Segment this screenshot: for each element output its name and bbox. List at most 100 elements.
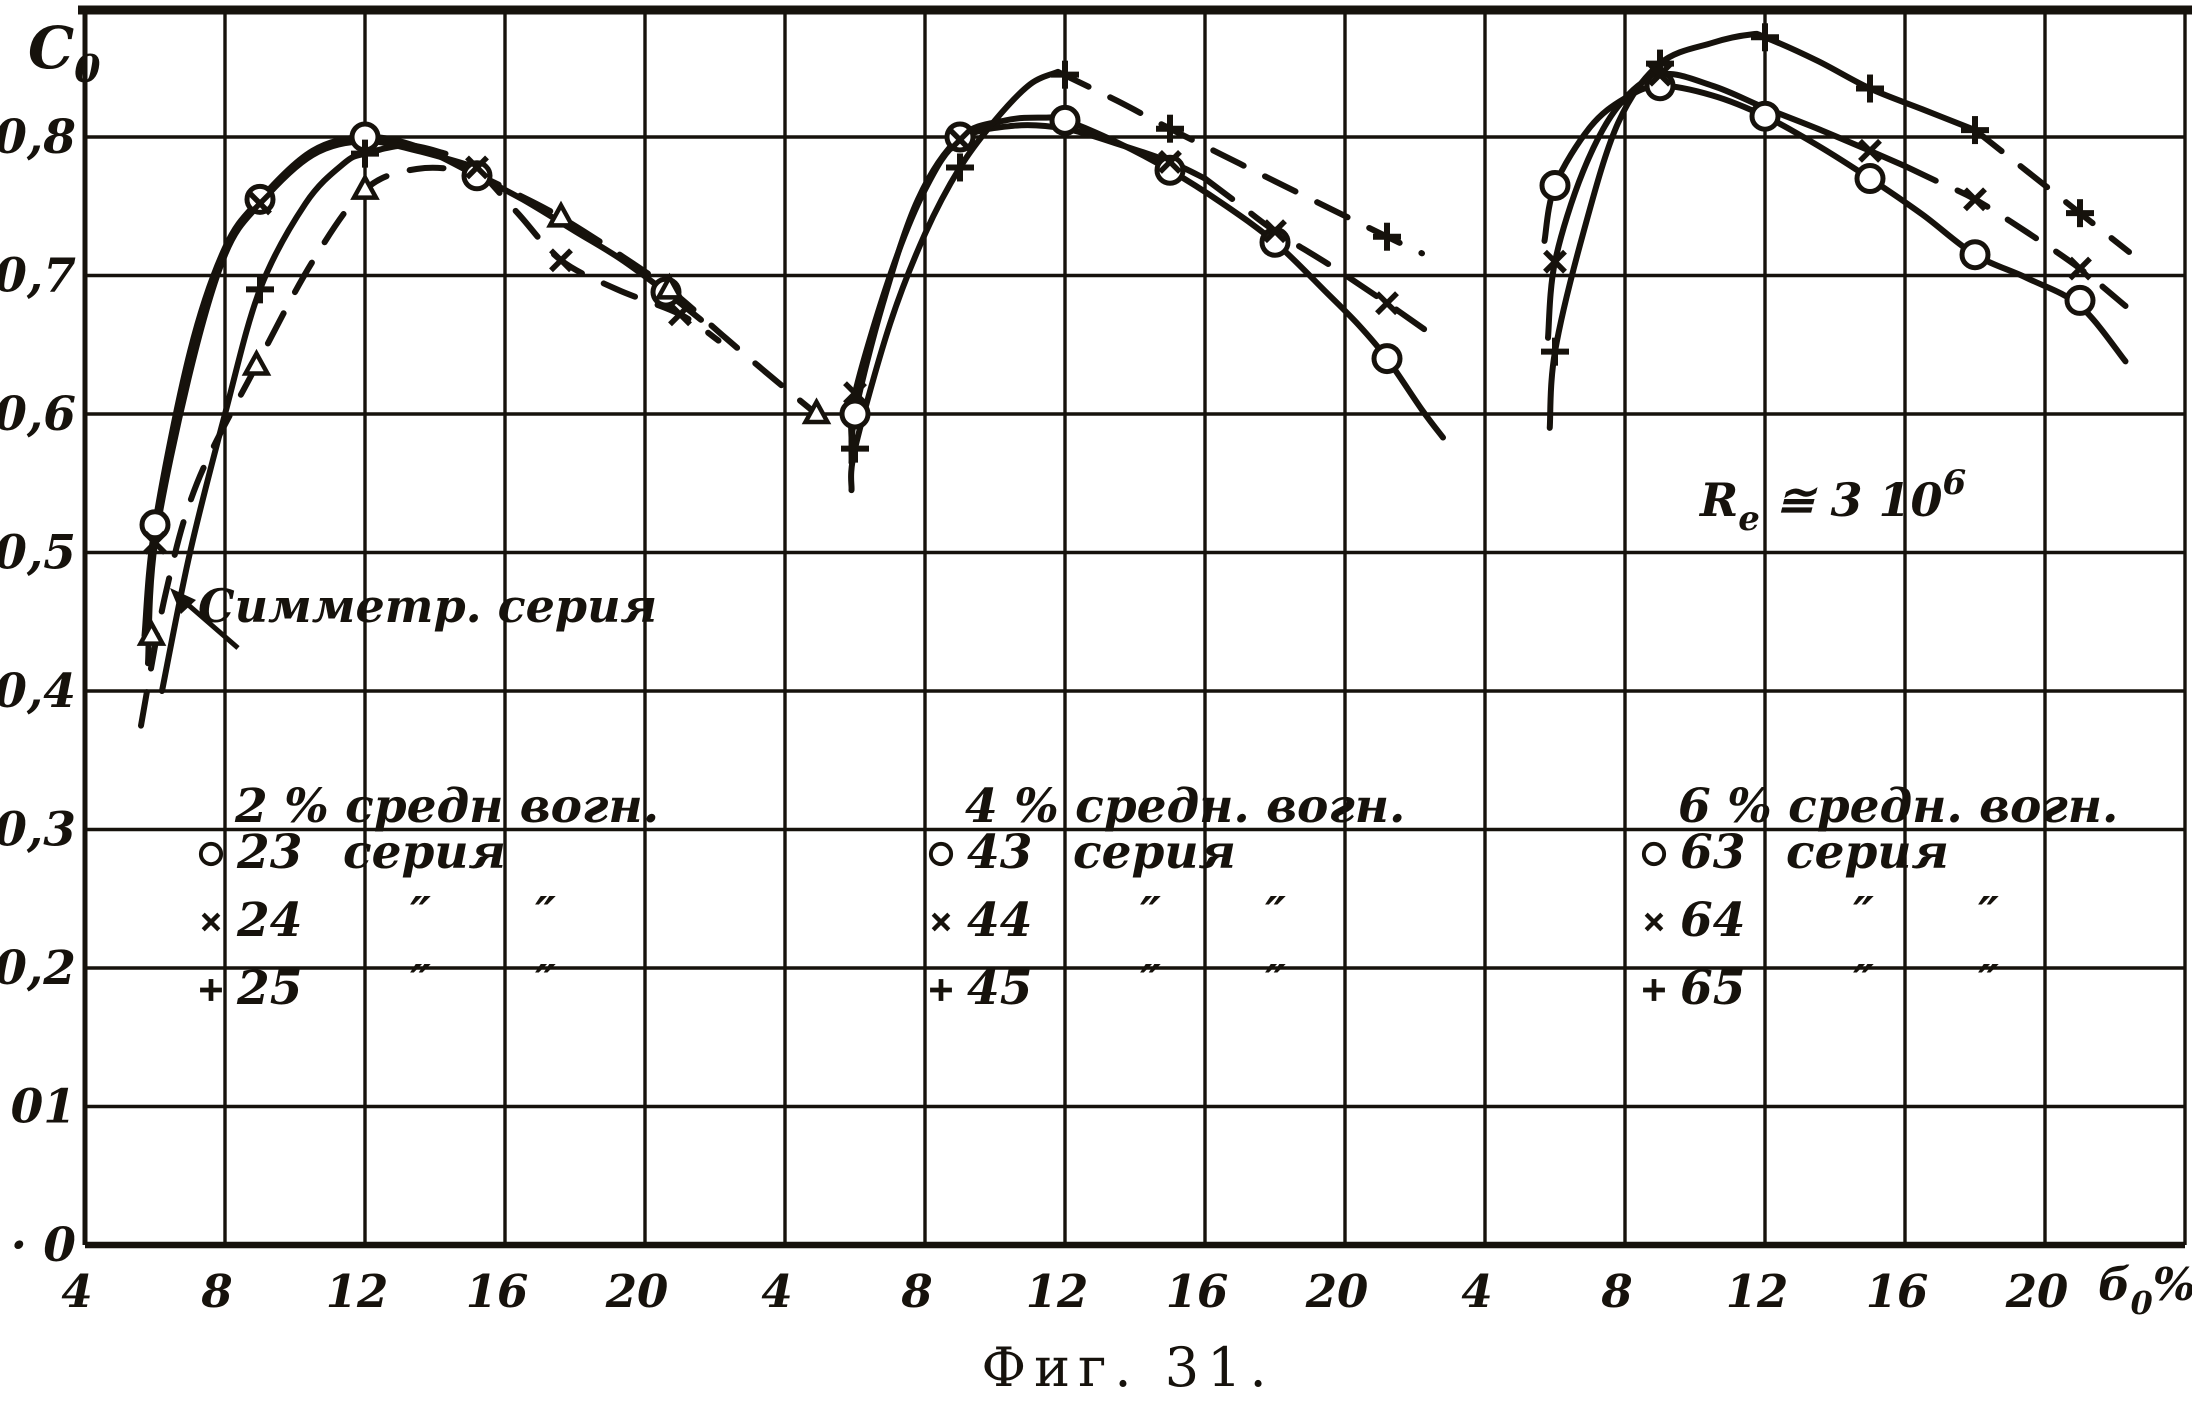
legend-series-number: 44 <box>967 893 1032 948</box>
circle-marker <box>839 398 871 430</box>
legend-series-suffix: серия <box>1786 825 1949 880</box>
x-tick-label: 4 <box>761 1265 792 1318</box>
triangle-marker <box>801 397 832 425</box>
legend-ditto-mark: ″ <box>1140 887 1161 942</box>
x-marker <box>1963 187 1987 212</box>
legend-series-number: 43 <box>967 825 1032 880</box>
circle-marker <box>461 160 493 192</box>
x-marker <box>1858 138 1882 163</box>
legend-series-suffix: серия <box>343 825 506 880</box>
curve-series-64 <box>1902 163 2129 309</box>
figure-caption: Фиг. 31. <box>981 1336 1274 1399</box>
x-tick-label: 4 <box>1461 1265 1492 1318</box>
y-tick-label: 01 <box>11 1080 76 1135</box>
curve-series-45 <box>848 68 1061 494</box>
legend-series-number: 23 <box>236 825 302 880</box>
legend-panel-3: 6 % средн. вогн.63 серия 64 ″ ″ 65 ″ ″ <box>1641 779 2118 1016</box>
curve-series-45 <box>1055 68 1425 257</box>
y-tick-label: 0,6 <box>0 387 76 442</box>
legend-series-number: 64 <box>1680 893 1745 948</box>
legend-ditto-mark: ″ <box>410 955 431 1010</box>
legend-header: 6 % средн. вогн. <box>1678 779 2118 834</box>
legend-ditto-mark: ″ <box>535 955 556 1010</box>
legend-ditto-mark: ″ <box>1140 955 1161 1010</box>
grid-layer <box>78 5 2192 1249</box>
x-marker <box>465 155 489 180</box>
circle-marker <box>139 509 171 541</box>
x-tick-label: 20 <box>2005 1265 2069 1318</box>
x-tick-label: 20 <box>1305 1265 1369 1318</box>
x-marker <box>843 381 867 406</box>
triangle-marker <box>654 272 685 300</box>
x-marker <box>1644 912 1664 932</box>
x-axis-unit-label: б0% <box>2098 1258 2192 1322</box>
y-tick-label: 0,3 <box>0 803 76 858</box>
symmetric-series-label: Симметр. серия <box>198 579 657 633</box>
x-tick-label: 8 <box>1600 1265 1632 1318</box>
x-marker <box>931 912 951 932</box>
legend-series-number: 45 <box>967 961 1032 1016</box>
x-marker <box>1158 149 1182 174</box>
legend-panel-2: 4 % средн. вогн.43 серия 44 ″ ″ 45 ″ ″ <box>928 779 1405 1016</box>
legend-series-number: 65 <box>1680 961 1745 1016</box>
curves-layer <box>138 30 2132 729</box>
x-tick-label: 20 <box>605 1265 669 1318</box>
x-marker <box>1263 219 1287 244</box>
x-marker <box>1375 291 1399 316</box>
legend-ditto-mark: ″ <box>1265 887 1286 942</box>
curve-symmetric-series <box>138 164 820 729</box>
legend-ditto-mark: ″ <box>535 887 556 942</box>
x-tick-label: 16 <box>1866 1265 1929 1318</box>
legend-ditto-mark: ″ <box>1978 887 1999 942</box>
curve-series-65 <box>1546 30 1978 431</box>
x-marker <box>143 530 167 555</box>
curve-series-65 <box>1972 127 2132 255</box>
legend-header: 4 % средн. вогн. <box>965 779 1405 834</box>
symmetric-arrow-head <box>170 588 196 614</box>
circle-marker <box>1749 100 1781 132</box>
x-marker <box>201 912 221 932</box>
curve-series-25 <box>159 142 449 694</box>
legend-ditto-mark: ″ <box>410 887 431 942</box>
legend-series-number: 63 <box>1680 825 1745 880</box>
legend-series-number: 24 <box>236 893 302 948</box>
x-marker <box>668 302 692 327</box>
circle-marker <box>1049 104 1081 136</box>
legend-panel-1: 2 % средн вогн.23 серия 24 ″ ″ 25 ″ ″ <box>198 779 659 1016</box>
y-axis-title: C0 <box>28 14 101 91</box>
labels-layer: 0,80,70,60,50,40,30,201· 04 8 12 16 20 4 8 12 16… <box>0 14 2192 1322</box>
reynolds-note: Re ≅ 3 106 <box>1698 463 1966 539</box>
legend-series-suffix: серия <box>1073 825 1236 880</box>
y-tick-label: 0,2 <box>0 941 76 996</box>
circle-marker <box>1371 343 1403 375</box>
x-tick-label: 8 <box>900 1265 932 1318</box>
x-marker <box>248 191 272 216</box>
triangle-marker <box>350 172 380 200</box>
x-tick-label: 16 <box>466 1265 529 1318</box>
y-tick-label: 0,8 <box>0 110 76 165</box>
x-tick-label: 12 <box>1026 1265 1089 1318</box>
circle-marker <box>1641 841 1667 867</box>
legend-ditto-mark: ″ <box>1853 887 1874 942</box>
circle-marker <box>1154 154 1186 186</box>
circle-marker <box>244 183 276 215</box>
circle-marker <box>198 841 224 867</box>
legend-series-number: 25 <box>236 961 302 1016</box>
x-tick-label: 12 <box>326 1265 389 1318</box>
markers-layer <box>136 23 2096 646</box>
x-marker <box>948 127 972 152</box>
x-tick-label: 4 <box>61 1265 92 1318</box>
y-tick-label: 0,7 <box>0 249 76 304</box>
circle-marker <box>1959 239 1991 271</box>
triangle-marker <box>546 200 576 228</box>
circle-marker <box>928 841 954 867</box>
circle-marker <box>2064 284 2096 316</box>
triangle-marker <box>136 618 167 646</box>
x-marker <box>549 248 573 273</box>
x-marker <box>2068 256 2092 281</box>
circle-marker <box>1539 169 1571 201</box>
x-tick-label: 12 <box>1726 1265 1789 1318</box>
